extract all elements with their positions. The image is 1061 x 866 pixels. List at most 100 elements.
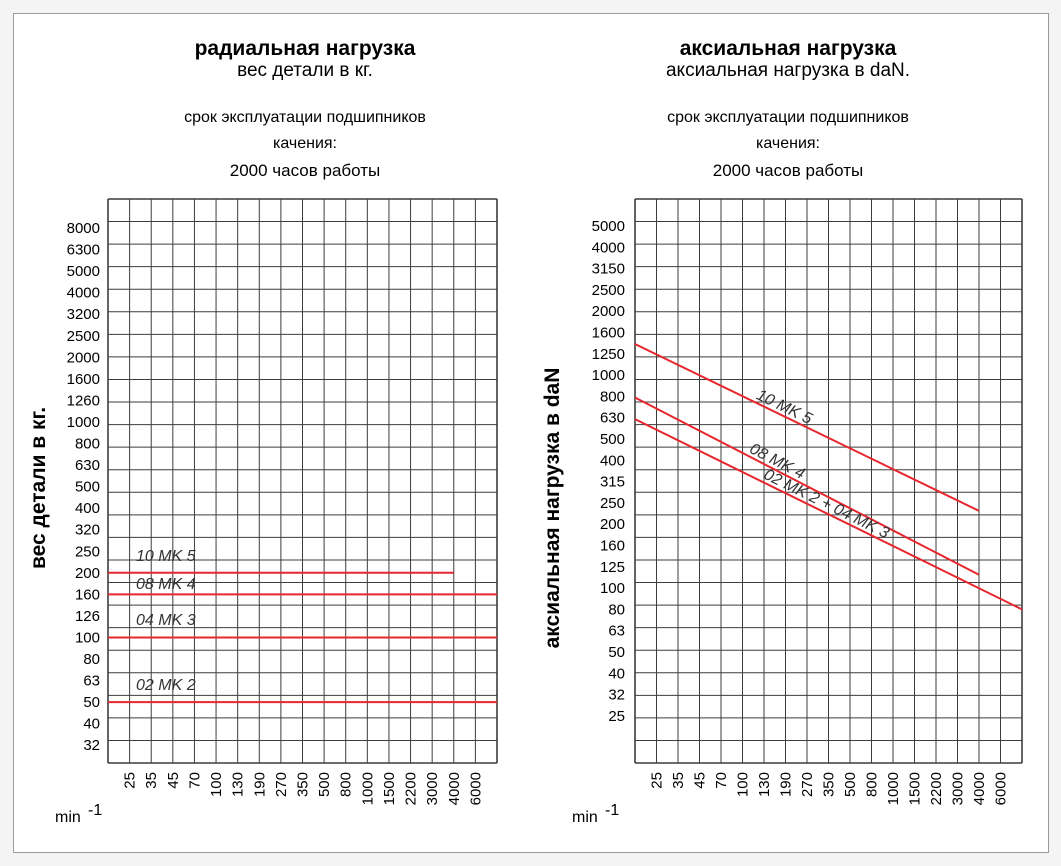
panel2-y-tick-label: 125 — [600, 559, 625, 576]
panel2-y-tick-label: 4000 — [592, 239, 625, 256]
panel1-y-tick-label: 320 — [75, 522, 100, 539]
panel1-x-tick-label: 100 — [208, 772, 225, 797]
panel2-y-tick-label: 1000 — [592, 367, 625, 384]
panel1-y-tick-label: 40 — [83, 716, 100, 733]
panel1-x-axis-unit-sup: -1 — [88, 802, 102, 819]
panel1-series-label: 08 MK 4 — [136, 576, 196, 593]
panel1-y-tick-label: 126 — [75, 608, 100, 625]
panel2-x-axis-unit: min — [572, 809, 598, 826]
panel1-x-tick-label: 130 — [230, 772, 247, 797]
panel1-x-tick-label: 3000 — [424, 772, 441, 805]
panel2-series-line — [634, 396, 980, 576]
panel2-y-tick-label: 1250 — [592, 346, 625, 363]
panel1-y-axis-label: вес детали в кг. — [27, 407, 50, 569]
panel2-x-tick-label: 4000 — [971, 772, 988, 805]
panel1-y-tick-label: 1600 — [67, 371, 100, 388]
panel2-y-tick-label: 40 — [608, 665, 625, 682]
panel2-y-tick-label: 800 — [600, 388, 625, 405]
panel2-y-tick-label: 2500 — [592, 282, 625, 299]
panel1-y-tick-label: 6300 — [67, 242, 100, 259]
panel1-y-tick-label: 2500 — [67, 328, 100, 345]
panel1-y-tick-label: 100 — [75, 629, 100, 646]
panel2-x-tick-label: 70 — [713, 772, 730, 789]
panel2-y-tick-label: 630 — [600, 410, 625, 427]
panel1-y-tick-label: 250 — [75, 543, 100, 560]
panel2-x-tick-label: 350 — [821, 772, 838, 797]
panel1-y-tick-label: 2000 — [67, 349, 100, 366]
panel2-y-tick-label: 160 — [600, 538, 625, 555]
panel2-x-tick-label: 1500 — [907, 772, 924, 805]
panel1-y-tick-label: 32 — [83, 737, 100, 754]
panel1-y-tick-label: 1260 — [67, 392, 100, 409]
panel2-x-tick-label: 100 — [735, 772, 752, 797]
panel2-x-tick-label: 25 — [649, 772, 666, 789]
panel2-x-tick-label: 1000 — [885, 772, 902, 805]
panel1-y-tick-label: 4000 — [67, 285, 100, 302]
panel2-note-line: срок эксплуатации подшипников — [667, 109, 909, 126]
panel1-x-tick-label: 1500 — [381, 772, 398, 805]
panel1-note-line: 2000 часов работы — [230, 161, 381, 180]
panel1-y-tick-label: 5000 — [67, 263, 100, 280]
panel1-x-tick-label: 2200 — [403, 772, 420, 805]
panel2-x-tick-label: 2200 — [928, 772, 945, 805]
panel1-x-tick-label: 800 — [338, 772, 355, 797]
panel1-y-tick-label: 8000 — [67, 220, 100, 237]
panel1-x-tick-label: 35 — [143, 772, 160, 789]
panel2-y-tick-label: 32 — [608, 687, 625, 704]
panel2-y-tick-label: 5000 — [592, 218, 625, 235]
panel1-series-label: 04 MK 3 — [136, 612, 196, 629]
panel2-note-line: качения: — [756, 135, 820, 152]
panel2-y-tick-label: 25 — [608, 708, 625, 725]
panel2-series-label: 10 MK 5 — [754, 387, 815, 428]
panel1-chart-title: радиальная нагрузка — [195, 37, 416, 60]
panel1-chart-subtitle: вес детали в кг. — [237, 60, 373, 81]
panel1-y-tick-label: 630 — [75, 457, 100, 474]
panel2-y-tick-label: 315 — [600, 474, 625, 491]
panel1-x-tick-label: 350 — [295, 772, 312, 797]
panel2-y-tick-label: 3150 — [592, 261, 625, 278]
panel1-series-label: 10 MK 5 — [136, 548, 196, 565]
panel2-x-tick-label: 6000 — [993, 772, 1010, 805]
panel2-series-line — [634, 343, 980, 512]
panel1-y-tick-label: 1000 — [67, 414, 100, 431]
panel2-x-tick-label: 35 — [670, 772, 687, 789]
panel2-x-tick-label: 45 — [692, 772, 709, 789]
panel1-y-tick-label: 200 — [75, 565, 100, 582]
panel2-x-tick-label: 500 — [842, 772, 859, 797]
panel1-note-line: качения: — [273, 135, 337, 152]
panel1-x-axis-unit: min — [55, 809, 81, 826]
panel2-y-tick-label: 50 — [608, 644, 625, 661]
panel1-x-tick-label: 70 — [186, 772, 203, 789]
panel1-y-tick-label: 160 — [75, 586, 100, 603]
panel1-y-tick-label: 500 — [75, 479, 100, 496]
panel1-y-tick-label: 3200 — [67, 306, 100, 323]
panel2-x-tick-label: 130 — [756, 772, 773, 797]
panel2-y-tick-label: 200 — [600, 516, 625, 533]
panel1-y-tick-label: 80 — [83, 651, 100, 668]
panel2-x-tick-label: 190 — [778, 772, 795, 797]
panel1-x-tick-label: 45 — [165, 772, 182, 789]
panel1-x-tick-label: 1000 — [359, 772, 376, 805]
panel2-y-tick-label: 63 — [608, 623, 625, 640]
panel1-x-tick-label: 190 — [251, 772, 268, 797]
panel1-x-tick-label: 25 — [122, 772, 139, 789]
figure-frame — [13, 13, 1049, 853]
panel2-series-line — [634, 418, 1023, 611]
panel1-y-tick-label: 50 — [83, 694, 100, 711]
panel1-x-tick-label: 4000 — [446, 772, 463, 805]
panel2-y-tick-label: 500 — [600, 431, 625, 448]
panel2-y-tick-label: 250 — [600, 495, 625, 512]
panel2-chart-subtitle: аксиальная нагрузка в daN. — [666, 60, 910, 81]
panel2-y-tick-label: 400 — [600, 452, 625, 469]
panel1-x-tick-label: 6000 — [467, 772, 484, 805]
panel2-note-line: 2000 часов работы — [713, 161, 864, 180]
panel2-x-tick-label: 3000 — [950, 772, 967, 805]
panel1-series-label: 02 MK 2 — [136, 677, 196, 694]
panel2-x-tick-label: 800 — [864, 772, 881, 797]
panel1-y-tick-label: 400 — [75, 500, 100, 517]
panel2-y-tick-label: 1600 — [592, 325, 625, 342]
panel1-y-tick-label: 63 — [83, 673, 100, 690]
panel1-x-tick-label: 500 — [316, 772, 333, 797]
panel1-y-tick-label: 800 — [75, 436, 100, 453]
